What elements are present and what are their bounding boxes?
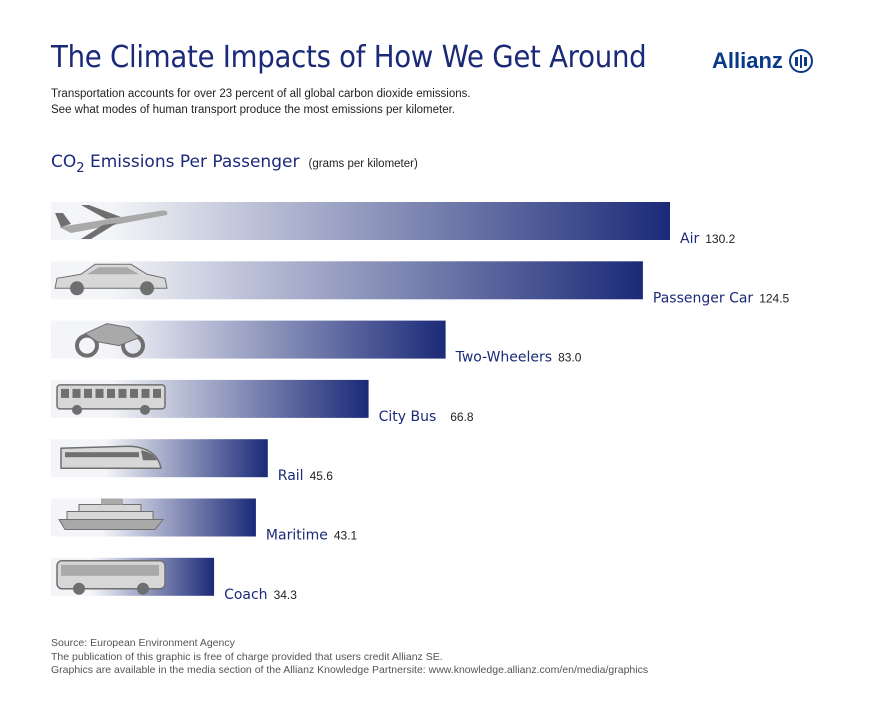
- motorcycle-icon: [75, 323, 145, 358]
- page-title: The Climate Impacts of How We Get Around: [51, 40, 647, 75]
- footer-availability: Graphics are available in the media sect…: [51, 664, 649, 676]
- city-bus-icon: [56, 384, 166, 415]
- footer-credit: The publication of this graphic is free …: [51, 650, 443, 663]
- car-icon: [54, 263, 168, 296]
- bar-label: Passenger Car: [653, 290, 754, 306]
- logo-text: Allianz: [712, 48, 783, 73]
- allianz-eagle-icon: [788, 49, 813, 73]
- cruise-ship-icon: [58, 498, 165, 530]
- bar-air: [51, 202, 670, 240]
- bar-label: Two-Wheelers: [455, 350, 552, 366]
- bar-value: 45.6: [310, 469, 334, 483]
- chart-heading-text: Emissions Per Passenger: [84, 152, 300, 172]
- allianz-logo: Allianz: [712, 46, 813, 76]
- footer: Source: European Environment Agency The …: [51, 637, 648, 678]
- bar-value: 124.5: [759, 291, 789, 305]
- bar-value: 66.8: [450, 410, 474, 424]
- chart-heading: CO2 Emissions Per Passenger (grams per k…: [51, 152, 418, 176]
- bar-label: Maritime: [266, 528, 328, 544]
- bar-label: City Bus: [379, 409, 437, 425]
- bar-label: Air: [680, 231, 699, 247]
- subtitle: Transportation accounts for over 23 perc…: [51, 87, 471, 118]
- train-icon: [60, 445, 162, 469]
- bar-label: Coach: [224, 587, 268, 603]
- bar-label: Rail: [278, 468, 304, 484]
- chart-heading-co: CO: [51, 152, 77, 172]
- airplane-icon: [55, 205, 168, 239]
- subtitle-line-1: Transportation accounts for over 23 perc…: [51, 88, 471, 100]
- bar-value: 83.0: [558, 351, 582, 365]
- bar-value: 43.1: [334, 529, 358, 543]
- footer-source: Source: European Environment Agency: [51, 637, 235, 649]
- subtitle-line-2: See what modes of human transport produc…: [51, 103, 455, 116]
- chart-heading-unit: (grams per kilometer): [308, 158, 418, 170]
- bar-value: 130.2: [705, 232, 735, 246]
- bar-value: 34.3: [274, 588, 298, 602]
- coach-icon: [56, 560, 166, 595]
- chart-heading-subscript: 2: [76, 161, 85, 176]
